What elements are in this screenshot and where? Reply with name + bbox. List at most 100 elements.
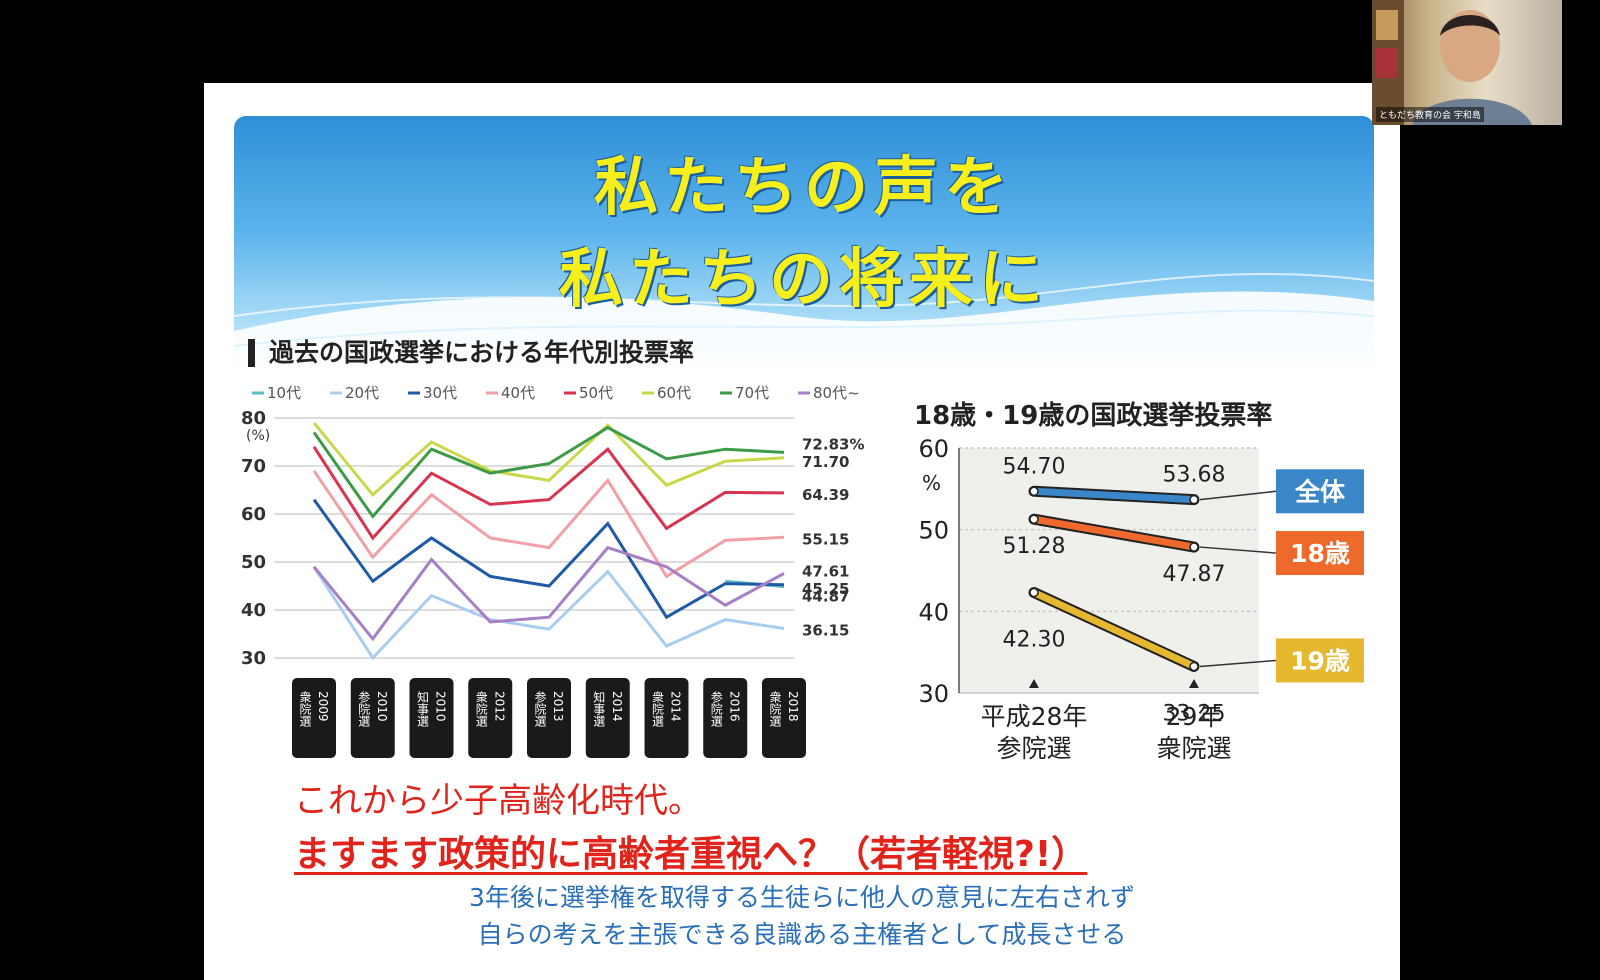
value-label-2-0: 42.30 <box>1003 628 1066 653</box>
webcam-thumbnail[interactable]: ともだち教育の会 宇和島 <box>1372 0 1562 125</box>
legend-label-2: 30代 <box>423 384 457 402</box>
tag-leader-2 <box>1199 659 1277 668</box>
y-tick-30: 30 <box>241 648 266 669</box>
caption-line3: 3年後に選挙権を取得する生徒らに他人の意見に左右されず <box>469 883 1135 912</box>
category-marker-0 <box>1029 679 1039 688</box>
category-box-4 <box>527 678 571 758</box>
age-turnout-chart: 10代 20代 30代 40代 50代 60代 70代 80代~ 30 40 50 60 70 80(%)… <box>241 384 864 758</box>
category-line1-1: 29年 <box>1166 702 1223 731</box>
end-label-4: 47.61 <box>802 562 849 580</box>
category-year-0: 2009 <box>316 691 330 722</box>
end-label-5: 45.25 <box>802 580 849 598</box>
legend-label-0: 10代 <box>267 384 301 402</box>
category-kind-7: 参院選 <box>709 690 723 727</box>
end-label-6: 44.87 <box>802 588 849 606</box>
legend-label-4: 50代 <box>579 384 613 402</box>
category-label-2: 知事選 2010 <box>409 678 454 758</box>
category-box-2 <box>409 678 454 758</box>
series-point-start-2 <box>1029 587 1039 598</box>
participant-name: ともだち教育の会 宇和島 <box>1376 107 1484 122</box>
plot-background <box>959 448 1259 693</box>
series-tag-1 <box>1276 531 1364 576</box>
legend-label-6: 70代 <box>735 384 769 402</box>
series-point-start-0 <box>1029 486 1039 497</box>
y-tick-30: 30 <box>918 680 949 708</box>
category-year-5: 2014 <box>610 691 624 722</box>
category-label-1: 参院選 2010 <box>350 678 395 758</box>
category-label-7: 参院選 2016 <box>703 678 748 758</box>
y-axis-label: (%) <box>246 428 270 444</box>
legend-label-3: 40代 <box>501 384 535 402</box>
legend-label-7: 80代~ <box>813 384 860 402</box>
category-line2-0: 参院選 <box>996 734 1071 763</box>
series-point-start-1 <box>1029 514 1039 524</box>
category-year-6: 2014 <box>669 691 683 722</box>
value-label-0-0: 54.70 <box>1003 454 1066 479</box>
series-line-5 <box>312 421 785 497</box>
category-box-6 <box>644 678 689 758</box>
category-year-3: 2012 <box>492 691 506 722</box>
right-chart-title: 18歳・19歳の国政選挙投票率 <box>914 401 1273 431</box>
category-kind-4: 参院選 <box>533 690 547 727</box>
category-year-1: 2010 <box>375 691 389 722</box>
tag-leader-1 <box>1199 546 1277 554</box>
youth-turnout-chart: 30 40 50 60% 54.70 53.68 全体 51.28 47.87 18歳 42.30 3… <box>918 435 1364 763</box>
caption-line2: ますます政策的に高齢者重視へ？（若者軽視?!） <box>294 834 1088 875</box>
category-box-8 <box>762 678 806 758</box>
series-tag-0 <box>1276 469 1364 514</box>
category-kind-0: 衆院選 <box>298 691 312 727</box>
category-year-4: 2013 <box>551 691 565 722</box>
category-box-5 <box>585 678 630 758</box>
category-label-6: 衆院選 2014 <box>644 678 689 758</box>
tag-leader-0 <box>1199 490 1277 501</box>
category-label-8: 衆院選 2018 <box>762 678 806 758</box>
y-tick-60: 60 <box>918 435 949 463</box>
y-tick-40: 40 <box>918 598 949 626</box>
caption-line4: 自らの考えを主張できる良識ある主権者として成長させる <box>477 920 1127 949</box>
series-line-4 <box>312 445 785 541</box>
series-point-end-2 <box>1189 661 1199 672</box>
category-kind-2: 知事選 <box>416 691 430 727</box>
series-tag-label-0: 全体 <box>1294 477 1346 506</box>
value-label-1-0: 51.28 <box>1003 534 1066 559</box>
presentation-slide: 私たちの声を 私たちの将来に 過去の国政選挙における年代別投票率 18歳・19歳… <box>204 83 1400 980</box>
wave-decoration <box>234 273 1374 371</box>
title-banner: 私たちの声を 私たちの将来に <box>234 116 1374 371</box>
series-point-end-0 <box>1189 494 1199 505</box>
category-box-7 <box>703 678 748 758</box>
caption-line1: これから少子高齢化時代。 <box>294 781 702 821</box>
series-tag-label-1: 18歳 <box>1290 539 1350 568</box>
series-line-2 <box>1030 589 1198 670</box>
value-label-2-1: 33.25 <box>1163 701 1226 726</box>
y-tick-70: 70 <box>241 456 266 477</box>
end-label-7: 36.15 <box>802 621 849 639</box>
category-kind-5: 知事選 <box>592 691 606 727</box>
category-label-0: 衆院選 2009 <box>292 678 336 758</box>
end-label-0: 72.83% <box>802 435 864 453</box>
slide-title-line1: 私たちの声を <box>594 150 1014 225</box>
series-line-3 <box>312 469 785 579</box>
category-line1-0: 平成28年 <box>981 702 1088 731</box>
y-tick-60: 60 <box>241 504 266 525</box>
category-year-8: 2018 <box>786 691 800 722</box>
left-chart-title: 過去の国政選挙における年代別投票率 <box>248 339 694 367</box>
value-label-0-1: 53.68 <box>1163 463 1226 488</box>
series-tag-2 <box>1276 638 1364 683</box>
category-marker-1 <box>1189 679 1199 688</box>
series-tag-label-2: 19歳 <box>1290 646 1350 675</box>
category-box-3 <box>468 678 513 758</box>
category-label-3: 衆院選 2012 <box>468 678 513 758</box>
category-year-2: 2010 <box>434 691 448 722</box>
category-kind-8: 衆院選 <box>768 691 782 727</box>
series-line-1 <box>312 565 785 661</box>
y-tick-40: 40 <box>241 600 266 621</box>
legend-label-5: 60代 <box>657 384 691 402</box>
category-label-5: 知事選 2014 <box>585 678 630 758</box>
series-line-6 <box>312 425 785 519</box>
category-kind-6: 衆院選 <box>651 691 665 727</box>
y-tick-50: 50 <box>918 517 949 545</box>
y-tick-50: 50 <box>241 552 266 573</box>
series-point-end-1 <box>1189 542 1199 552</box>
series-line-2 <box>312 498 785 620</box>
category-box-1 <box>350 678 395 758</box>
